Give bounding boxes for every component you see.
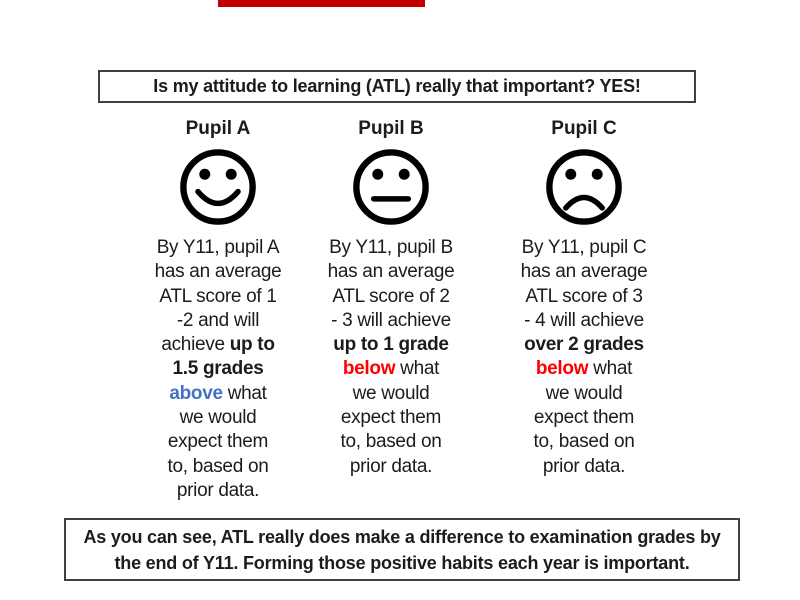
description-segment: By Y11, pupil B: [329, 237, 453, 258]
description-segment: up to 1 grade: [333, 334, 449, 356]
clipped-red-title-fragment: [218, 0, 425, 7]
pupil-column-b: Pupil B By Y11, pupil B has an average ATL…: [316, 116, 466, 479]
description-line: to, based on: [316, 430, 466, 454]
description-segment: up to: [229, 334, 275, 356]
description-segment: ATL score of 3: [525, 285, 643, 307]
description-line: below what: [316, 357, 466, 381]
description-segment: below: [342, 358, 396, 380]
description-line: ATL score of 2: [316, 285, 466, 309]
conclusion-line-2: the end of Y11. Forming those positive h…: [114, 552, 690, 573]
happy-face-icon: [180, 149, 256, 225]
title-box: Is my attitude to learning (ATL) really …: [98, 70, 696, 103]
description-segment: expect them: [167, 431, 269, 453]
description-line: ATL score of 3: [509, 285, 659, 309]
description-line: to, based on: [509, 430, 659, 454]
conclusion-line-1: As you can see, ATL really does make a d…: [83, 526, 721, 547]
pupil-name: Pupil A: [185, 118, 251, 139]
description-line: we would: [509, 382, 659, 406]
description-line: prior data.: [143, 479, 293, 503]
description-segment: expect them: [340, 407, 442, 429]
description-line: - 3 will achieve: [316, 309, 466, 333]
description-segment: what: [222, 382, 267, 404]
description-segment: expect them: [533, 407, 635, 429]
description-line: prior data.: [509, 455, 659, 479]
description-line: expect them: [316, 406, 466, 430]
description-line: achieve up to: [143, 333, 293, 357]
title-text: Is my attitude to learning (ATL) really …: [153, 76, 641, 96]
description-line: below what: [509, 357, 659, 381]
description-line: By Y11, pupil B: [316, 236, 466, 260]
description-segment: prior data.: [349, 455, 433, 477]
description-line: ATL score of 1: [143, 285, 293, 309]
description-segment: ATL score of 1: [159, 285, 277, 307]
pupil-column-a: Pupil A By Y11, pupil A has an average ATL…: [143, 116, 293, 503]
pupil-description: By Y11, pupil A has an average ATL score o…: [143, 236, 293, 503]
description-line: has an average: [316, 260, 466, 284]
description-segment: to, based on: [533, 431, 635, 453]
neutral-face-icon: [353, 149, 429, 225]
pupil-column-c: Pupil C By Y11, pupil C has an average ATL…: [509, 116, 659, 479]
description-line: has an average: [143, 260, 293, 284]
pupil-name: Pupil C: [551, 118, 617, 139]
pupil-name: Pupil B: [358, 118, 424, 139]
description-line: up to 1 grade: [316, 333, 466, 357]
description-segment: By Y11, pupil C: [521, 237, 647, 258]
description-segment: what: [395, 358, 440, 380]
description-segment: we would: [179, 407, 257, 429]
description-segment: -2 and will: [176, 309, 260, 331]
conclusion-box: As you can see, ATL really does make a d…: [64, 518, 740, 581]
description-line: - 4 will achieve: [509, 309, 659, 333]
description-line: expect them: [143, 430, 293, 454]
description-line: we would: [143, 406, 293, 430]
description-line: we would: [316, 382, 466, 406]
description-segment: - 3 will achieve: [331, 309, 451, 331]
pupil-description: By Y11, pupil B has an average ATL score o…: [316, 236, 466, 479]
description-segment: ATL score of 2: [332, 285, 450, 307]
description-segment: we would: [545, 382, 623, 404]
description-segment: prior data.: [176, 479, 260, 501]
sad-face-icon: [546, 149, 622, 225]
description-segment: 1.5 grades: [172, 358, 264, 380]
description-segment: has an average: [154, 261, 282, 283]
description-segment: prior data.: [542, 455, 626, 477]
description-line: expect them: [509, 406, 659, 430]
description-line: above what: [143, 382, 293, 406]
description-segment: below: [535, 358, 589, 380]
description-line: -2 and will: [143, 309, 293, 333]
pupil-description: By Y11, pupil C has an average ATL score o…: [509, 236, 659, 479]
description-segment: achieve: [161, 334, 230, 356]
description-segment: to, based on: [167, 455, 269, 477]
description-segment: what: [588, 358, 633, 380]
description-line: By Y11, pupil A: [143, 236, 293, 260]
description-line: to, based on: [143, 455, 293, 479]
description-segment: above: [169, 382, 223, 404]
description-segment: over 2 grades: [524, 334, 644, 356]
description-segment: By Y11, pupil A: [156, 237, 280, 258]
description-segment: has an average: [520, 261, 648, 283]
description-line: By Y11, pupil C: [509, 236, 659, 260]
description-line: 1.5 grades: [143, 357, 293, 381]
description-line: prior data.: [316, 455, 466, 479]
description-line: over 2 grades: [509, 333, 659, 357]
description-line: has an average: [509, 260, 659, 284]
description-segment: - 4 will achieve: [524, 309, 644, 331]
description-segment: to, based on: [340, 431, 442, 453]
description-segment: has an average: [327, 261, 455, 283]
description-segment: we would: [352, 382, 430, 404]
